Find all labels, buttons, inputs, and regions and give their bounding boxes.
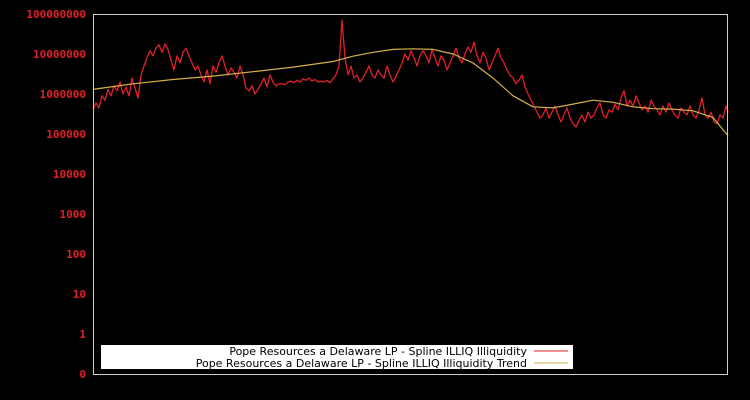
y-tick-label: 100000 bbox=[46, 128, 86, 141]
y-tick-label: 10000 bbox=[53, 168, 86, 181]
y-tick-label: 10 bbox=[73, 288, 86, 301]
y-tick-label: 100000000 bbox=[26, 8, 86, 21]
legend-label-trend: Pope Resources a Delaware LP - Spline IL… bbox=[196, 357, 527, 370]
y-tick-label: 100 bbox=[66, 248, 86, 261]
y-tick-label: 10000000 bbox=[33, 48, 86, 61]
y-tick-label: 1000 bbox=[60, 208, 87, 221]
y-tick-label: 0 bbox=[79, 368, 86, 381]
y-axis: 100000000 10000000 1000000 100000 10000 … bbox=[26, 8, 86, 381]
y-tick-label: 1000000 bbox=[40, 88, 86, 101]
plot-area bbox=[92, 19, 729, 137]
illiquidity-trend-line bbox=[92, 48, 729, 137]
y-tick-label: 1 bbox=[79, 328, 86, 341]
illiquidity-line bbox=[92, 19, 729, 128]
legend: Pope Resources a Delaware LP - Spline IL… bbox=[101, 345, 573, 370]
plot-frame bbox=[93, 14, 728, 375]
legend-label-illiquidity: Pope Resources a Delaware LP - Spline IL… bbox=[229, 345, 527, 358]
legend-box bbox=[101, 345, 573, 369]
